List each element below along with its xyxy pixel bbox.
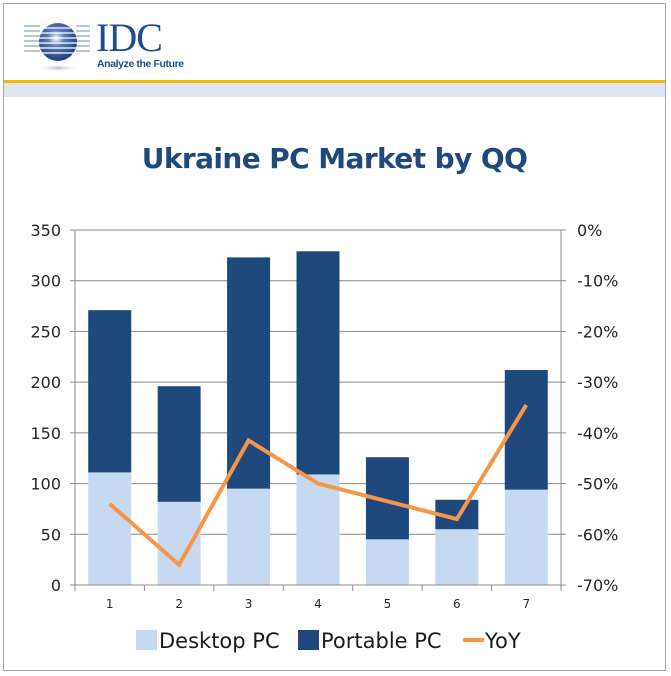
y-tick-label: 100 xyxy=(30,475,61,494)
bar-desktop-pc xyxy=(296,474,340,585)
y-tick-label: 350 xyxy=(30,221,61,240)
bar-portable-pc xyxy=(296,251,340,475)
legend-swatch-portable-pc xyxy=(298,630,319,650)
bar-portable-pc xyxy=(157,386,201,502)
chart-title: Ukraine PC Market by QQ xyxy=(141,142,528,175)
y-tick-label: 300 xyxy=(30,272,61,291)
header-divider xyxy=(4,80,665,83)
bar-desktop-pc xyxy=(88,472,132,585)
bar-desktop-pc xyxy=(504,489,548,585)
x-tick-label: 3 xyxy=(245,597,253,611)
x-tick-label: 7 xyxy=(522,597,530,611)
y2-tick-label: -40% xyxy=(577,424,618,443)
y2-tick-label: -30% xyxy=(577,373,618,392)
logo-tagline: Analyze the Future xyxy=(97,58,184,70)
y-tick-label: 250 xyxy=(30,322,61,341)
idc-logo: IDC Analyze the Future xyxy=(18,18,188,74)
y2-tick-label: 0% xyxy=(577,221,602,240)
bar-desktop-pc xyxy=(157,501,201,585)
x-tick-label: 6 xyxy=(453,597,461,611)
y2-tick-label: -10% xyxy=(577,272,618,291)
header-band xyxy=(4,83,665,97)
bar-portable-pc xyxy=(227,257,271,489)
bar-desktop-pc xyxy=(227,488,271,585)
x-tick-label: 1 xyxy=(106,597,114,611)
axes: 0 50 100 150 200 250 300 350 -70% -60% -50% -40% -30… xyxy=(30,221,618,611)
yoy-line-group xyxy=(108,403,528,568)
y2-tick-label: -20% xyxy=(577,322,618,341)
y-tick-label: 50 xyxy=(41,525,61,544)
legend: Desktop PC Portable PC YoY xyxy=(136,629,521,653)
y2-tick-label: -60% xyxy=(577,525,618,544)
y-tick-label: 200 xyxy=(30,373,61,392)
x-tick-label: 5 xyxy=(384,597,392,611)
globe-logo-icon xyxy=(18,23,94,72)
y2-tick-label: -50% xyxy=(577,475,618,494)
y2-tick-label: -70% xyxy=(577,576,618,595)
bars xyxy=(88,251,548,585)
legend-swatch-desktop-pc xyxy=(136,630,157,650)
legend-label-yoy: YoY xyxy=(484,629,521,653)
bar-portable-pc xyxy=(88,310,132,473)
bar-desktop-pc xyxy=(435,529,479,585)
y-tick-label: 0 xyxy=(51,576,61,595)
legend-label-desktop-pc: Desktop PC xyxy=(159,629,280,653)
x-tick-label: 4 xyxy=(314,597,322,611)
bar-desktop-pc xyxy=(365,539,409,585)
legend-label-portable-pc: Portable PC xyxy=(321,629,442,653)
y-tick-label: 150 xyxy=(30,424,61,443)
x-tick-label: 2 xyxy=(175,597,183,611)
logo-wordmark: IDC xyxy=(96,15,163,60)
